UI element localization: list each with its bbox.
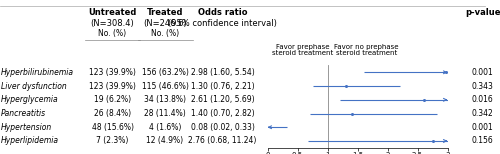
Text: Odds ratio: Odds ratio (198, 8, 247, 17)
Text: p-value: p-value (465, 8, 500, 17)
Text: No. (%): No. (%) (98, 29, 126, 38)
Text: 0.016: 0.016 (472, 95, 494, 104)
Text: steroid treatment: steroid treatment (272, 50, 334, 56)
Text: (N=308.4): (N=308.4) (90, 19, 134, 28)
Text: 0.08 (0.02, 0.33): 0.08 (0.02, 0.33) (190, 123, 254, 132)
Text: steroid treatment: steroid treatment (336, 50, 397, 56)
Text: 0.343: 0.343 (472, 82, 494, 91)
Text: (N=246.6): (N=246.6) (143, 19, 187, 28)
Text: 123 (39.9%): 123 (39.9%) (89, 82, 136, 91)
Text: 123 (39.9%): 123 (39.9%) (89, 68, 136, 77)
Text: Pancreatitis: Pancreatitis (1, 109, 46, 118)
Text: Hyperlipidemia: Hyperlipidemia (1, 136, 59, 146)
Text: 4 (1.6%): 4 (1.6%) (149, 123, 181, 132)
Text: 0.342: 0.342 (472, 109, 494, 118)
Text: 0.001: 0.001 (472, 123, 494, 132)
Text: 156 (63.2%): 156 (63.2%) (142, 68, 188, 77)
Text: 2.98 (1.60, 5.54): 2.98 (1.60, 5.54) (190, 68, 254, 77)
Text: 48 (15.6%): 48 (15.6%) (92, 123, 134, 132)
Text: 2.61 (1.20, 5.69): 2.61 (1.20, 5.69) (190, 95, 254, 104)
Text: 26 (8.4%): 26 (8.4%) (94, 109, 131, 118)
Text: 2.76 (0.68, 11.24): 2.76 (0.68, 11.24) (188, 136, 256, 146)
Text: 7 (2.3%): 7 (2.3%) (96, 136, 128, 146)
Text: 19 (6.2%): 19 (6.2%) (94, 95, 131, 104)
Text: 0.156: 0.156 (472, 136, 494, 146)
Text: Treated: Treated (147, 8, 183, 17)
Text: 115 (46.6%): 115 (46.6%) (142, 82, 188, 91)
Text: Liver dysfunction: Liver dysfunction (1, 82, 67, 91)
Text: No. (%): No. (%) (151, 29, 179, 38)
Text: Untreated: Untreated (88, 8, 136, 17)
Text: (95% confidence interval): (95% confidence interval) (168, 19, 277, 28)
Text: 12 (4.9%): 12 (4.9%) (146, 136, 184, 146)
Text: Favor prephase: Favor prephase (276, 44, 330, 50)
Text: 1.30 (0.76, 2.21): 1.30 (0.76, 2.21) (190, 82, 254, 91)
Text: 1.40 (0.70, 2.82): 1.40 (0.70, 2.82) (190, 109, 254, 118)
Text: 34 (13.8%): 34 (13.8%) (144, 95, 186, 104)
Text: Hyperbilirubinemia: Hyperbilirubinemia (1, 68, 74, 77)
Text: Favor no prephase: Favor no prephase (334, 44, 399, 50)
Text: 28 (11.4%): 28 (11.4%) (144, 109, 186, 118)
Text: Hyperglycemia: Hyperglycemia (1, 95, 58, 104)
Text: Hypertension: Hypertension (1, 123, 52, 132)
Text: 0.001: 0.001 (472, 68, 494, 77)
